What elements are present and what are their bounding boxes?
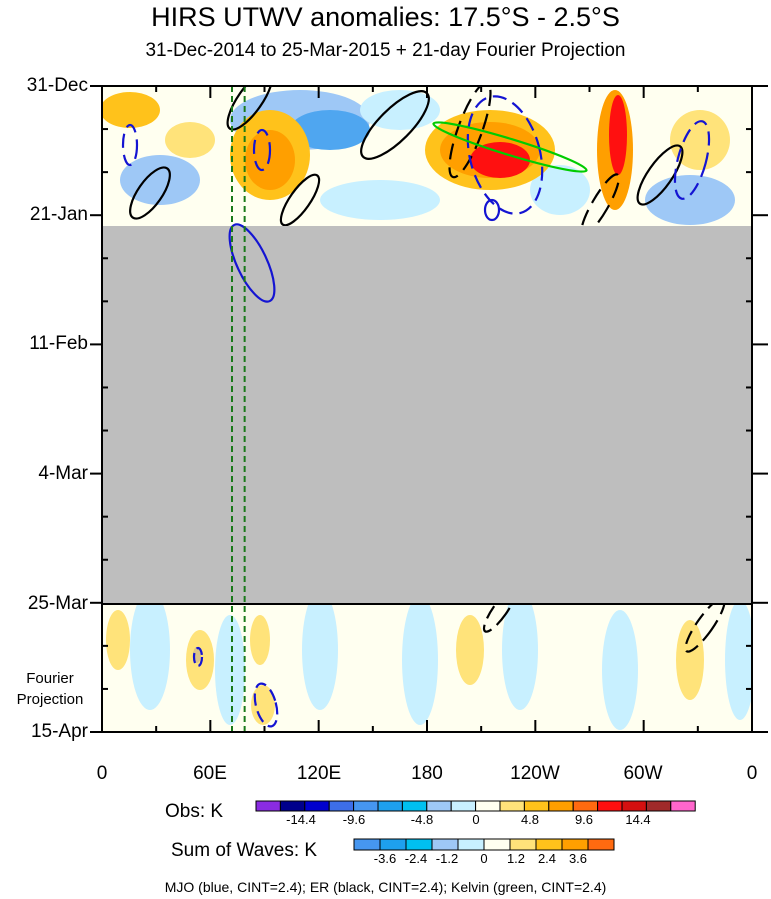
waves-colorbar-swatch bbox=[535, 838, 563, 851]
waves-colorbar-tick: 1.2 bbox=[506, 851, 526, 866]
obs-colorbar-swatch bbox=[499, 800, 525, 812]
waves-colorbar-label: Sum of Waves: K bbox=[171, 840, 318, 861]
projection-label-line-2: Projection bbox=[16, 691, 84, 708]
obs-colorbar-swatch bbox=[304, 800, 330, 812]
waves-colorbar-swatch bbox=[483, 838, 511, 851]
y-tick-label: 31-Dec bbox=[26, 75, 88, 96]
obs-colorbar-tick: 14.4 bbox=[625, 812, 651, 827]
obs-colorbar-tick: 0 bbox=[472, 812, 480, 827]
waves-colorbar-swatch bbox=[431, 838, 459, 851]
chart-title: HIRS UTWV anomalies: 17.5°S - 2.5°S bbox=[151, 2, 620, 32]
waves-colorbar-tick: 3.6 bbox=[568, 851, 588, 866]
projection-label-line-1: Fourier bbox=[26, 670, 74, 687]
obs-colorbar-swatch bbox=[328, 800, 355, 812]
obs-colorbar-swatch bbox=[548, 800, 574, 812]
x-axis-ticks bbox=[101, 86, 753, 732]
obs-colorbar-swatch bbox=[475, 800, 501, 812]
wave-contours bbox=[121, 86, 726, 728]
projection-field bbox=[102, 604, 752, 732]
y-tick-label: 25-Mar bbox=[27, 593, 88, 614]
y-tick-label: 15-Apr bbox=[30, 721, 88, 742]
waves-colorbar-swatch bbox=[353, 838, 381, 851]
obs-colorbar-swatch bbox=[450, 800, 477, 812]
obs-colorbar-tick: 9.6 bbox=[574, 812, 594, 827]
projection-label: Fourier Projection bbox=[2, 668, 98, 710]
obs-colorbar-swatch bbox=[523, 800, 550, 812]
x-tick-label: 60E bbox=[193, 763, 227, 784]
obs-colorbar-swatch bbox=[426, 800, 452, 812]
obs-colorbar-swatch bbox=[670, 800, 696, 812]
waves-colorbar bbox=[353, 838, 615, 851]
obs-colorbar-swatch bbox=[279, 800, 306, 812]
waves-colorbar-tick: -1.2 bbox=[435, 851, 459, 866]
waves-colorbar-tick: -3.6 bbox=[373, 851, 397, 866]
x-tick-label: 120E bbox=[296, 763, 342, 784]
mjo-phase-lines bbox=[231, 86, 246, 732]
y-tick-label: 21-Jan bbox=[29, 204, 88, 225]
waves-colorbar-swatch bbox=[379, 838, 407, 851]
waves-colorbar-swatch bbox=[587, 838, 615, 851]
obs-colorbar-tick: -14.4 bbox=[286, 812, 316, 827]
obs-colorbar-swatch bbox=[597, 800, 623, 812]
obs-colorbar-swatch bbox=[572, 800, 599, 812]
y-tick-label: 4-Mar bbox=[38, 463, 88, 484]
waves-colorbar-tick: 0 bbox=[480, 851, 488, 866]
x-tick-label: 60W bbox=[623, 763, 663, 784]
missing-data-region bbox=[102, 226, 752, 604]
x-tick-label: 0 bbox=[746, 763, 758, 784]
waves-colorbar-swatch bbox=[509, 838, 537, 851]
obs-colorbar-swatch bbox=[255, 800, 281, 812]
y-axis-ticks bbox=[90, 85, 768, 733]
x-tick-label: 0 bbox=[96, 763, 108, 784]
obs-colorbar bbox=[255, 800, 696, 812]
waves-colorbar-tick: 2.4 bbox=[537, 851, 557, 866]
contour-legend: MJO (blue, CINT=2.4); ER (black, CINT=2.… bbox=[164, 879, 607, 895]
obs-colorbar-label: Obs: K bbox=[165, 801, 224, 822]
x-tick-label: 180 bbox=[411, 763, 443, 784]
obs-colorbar-swatch bbox=[401, 800, 428, 812]
x-tick-label: 120W bbox=[510, 763, 560, 784]
obs-colorbar-swatch bbox=[621, 800, 647, 812]
waves-colorbar-swatch bbox=[405, 838, 433, 851]
obs-colorbar-swatch bbox=[645, 800, 672, 812]
chart-subtitle: 31-Dec-2014 to 25-Mar-2015 + 21-day Four… bbox=[145, 40, 626, 61]
obs-colorbar-tick: -9.6 bbox=[342, 812, 366, 827]
waves-colorbar-swatch bbox=[561, 838, 589, 851]
obs-colorbar-tick: 4.8 bbox=[520, 812, 540, 827]
obs-colorbar-swatch bbox=[377, 800, 403, 812]
waves-colorbar-tick: -2.4 bbox=[404, 851, 428, 866]
obs-colorbar-swatch bbox=[353, 800, 379, 812]
obs-colorbar-tick: -4.8 bbox=[410, 812, 434, 827]
waves-colorbar-swatch bbox=[457, 838, 485, 851]
y-tick-label: 11-Feb bbox=[29, 333, 88, 354]
